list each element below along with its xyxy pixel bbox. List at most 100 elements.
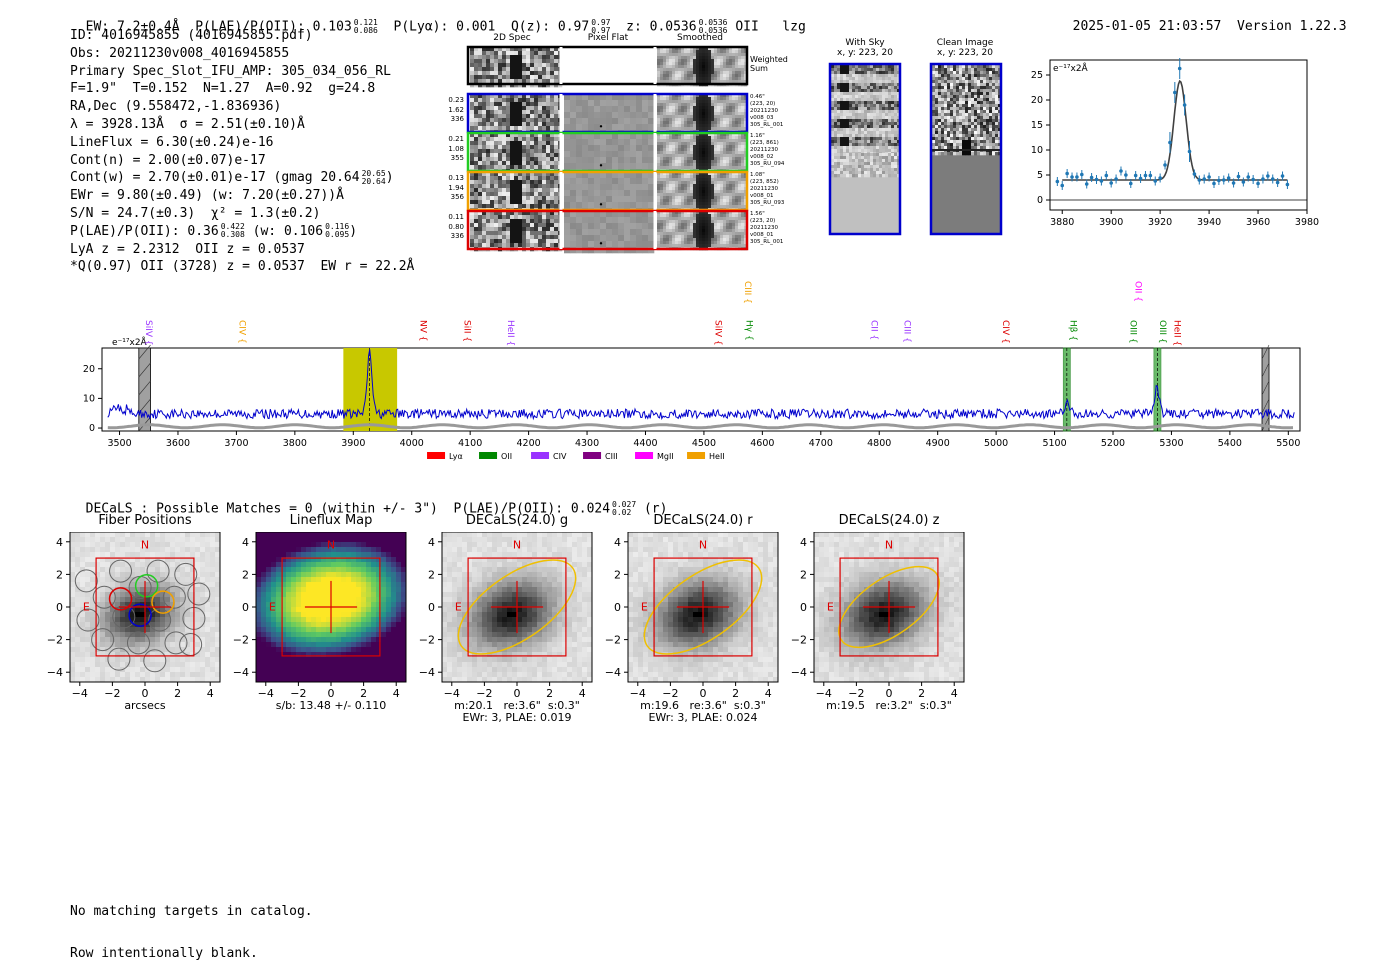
with-sky-noise [831,65,900,155]
info-radec: RA,Dec (9.558472,-1.836936) [70,98,414,116]
spectrum-xtick-label: 4900 [926,438,950,449]
contw-post: ) [386,170,394,185]
zoom-data-point [1188,150,1192,154]
spectrum-xtick-label: 5100 [1042,438,1066,449]
north-label: N [327,538,335,551]
zoom-data-point [1246,175,1250,179]
zoom-data-point [1232,181,1236,185]
image-panel-caption-2: EWr: 3, PLAE: 0.024 [608,712,798,724]
version: Version 1.22.3 [1237,19,1347,34]
sky-images [828,62,1008,238]
plae-w-lo: 0.095 [325,231,349,239]
cutout-row-1 [468,94,747,136]
footer-line2: Row intentionally blank. [70,947,313,961]
zoom-data-point [1139,177,1143,181]
zoom-xtick-label: 3980 [1295,217,1319,228]
zoom-data-point [1124,173,1128,177]
east-label: E [269,600,276,613]
spec2d-image-0 [470,47,562,87]
timestamp-version: 2025-01-05 21:03:57 Version 1.22.3 [1057,4,1347,34]
zoom-data-point [1281,174,1285,178]
spectrum-xtick-label: 4100 [458,438,482,449]
info-lambda: λ = 3928.13Å σ = 2.51(±0.10)Å [70,116,414,134]
zoom-data-point [1202,177,1206,181]
zoom-data-point [1090,176,1094,180]
img-ytick-label: −2 [233,634,249,647]
cutout-images [440,33,800,258]
plae-lo: 0.308 [221,231,245,239]
zoom-xtick-label: 3880 [1050,217,1074,228]
plae-post: ) [349,224,357,239]
spectrum-xtick-label: 5000 [984,438,1008,449]
cutout-row-stats-2: 0.13 1.94 356 [440,174,464,203]
zoom-data-point [1085,182,1089,186]
spectrum-xtick-label: 4300 [575,438,599,449]
legend-swatch [635,452,653,459]
pixel-flat-image-1 [564,94,654,136]
info-params: F=1.9" T=0.152 N=1.27 A=0.92 g=24.8 [70,80,414,98]
zoom-data-point [1104,174,1108,178]
legend-label: OII [501,452,512,461]
legend-label: HeII [709,452,725,461]
spectral-line-label: CIV { [1000,320,1010,344]
zoom-data-point [1222,178,1226,182]
zoom-data-point [1173,91,1177,95]
spec2d-image-2 [470,133,562,173]
cutout-row-4 [468,211,747,253]
plae-mid: (w: 0.106 [253,224,323,239]
catalog-footer: No matching targets in catalog. Row inte… [70,877,313,975]
contw-text: Cont(w) = 2.70(±0.01)e-17 (gmag 20.64 [70,170,360,185]
legend-swatch [687,452,705,459]
info-contn: Cont(n) = 2.00(±0.07)e-17 [70,152,414,170]
img-ytick-label: 4 [242,536,249,549]
spectral-line-label: Hβ { [1067,320,1077,341]
cutout-row-0 [468,47,747,87]
zoom-data-point [1119,169,1123,173]
img-xtick-label: 2 [174,687,181,700]
zoom-data-point [1080,173,1084,177]
legend-label: MgII [657,452,674,461]
zoom-data-point [1183,103,1187,107]
spectrum-xtick-label: 4500 [692,438,716,449]
image-panel-caption: arcsecs [50,700,240,712]
zoom-data-point [1153,179,1157,183]
spectrum-xtick-label: 3600 [166,438,190,449]
zoom-ytick-label: 5 [1037,170,1043,181]
spectrum-ytick-label: 20 [83,364,95,375]
cutout-row-stats-1: 0.21 1.08 355 [440,135,464,164]
spectral-line-label: CII { [869,320,879,340]
img-ytick-label: −4 [791,666,807,679]
info-obs: Obs: 20211230v008_4016945855 [70,45,414,63]
masked-region [139,348,151,431]
spectrum-xtick-label: 4200 [517,438,541,449]
zoom-data-point [1256,182,1260,186]
spectrum-xtick-label: 5500 [1276,438,1300,449]
img-xtick-label: 4 [207,687,214,700]
spectrum-xtick-label: 3500 [107,438,131,449]
detection-info: ID: 4016945855 (4016945855.pdf) Obs: 202… [70,27,414,276]
spectral-line-label: OII { [1132,281,1142,302]
info-id: ID: 4016945855 (4016945855.pdf) [70,27,414,45]
info-sn: S/N = 24.7(±0.3) χ² = 1.3(±0.2) [70,205,414,223]
pixel-flat-image-3 [564,172,654,214]
north-label: N [513,538,521,551]
spectrum-xtick-label: 3900 [341,438,365,449]
info-lya: LyA z = 2.2312 OII z = 0.0537 [70,241,414,259]
legend-label: CIII [605,452,618,461]
spectrum-ytick-label: 0 [89,423,95,434]
spectral-line-label: SiII { [461,320,471,342]
legend-label: CIV [553,452,567,461]
spectrum-xtick-label: 4000 [400,438,424,449]
spectrum-xtick-label: 4700 [809,438,833,449]
img-ytick-label: 0 [800,601,807,614]
cutout-row-stats-3: 0.11 0.80 336 [440,213,464,242]
with-sky-label: With Sky [845,38,884,48]
zoom-ytick-label: 25 [1031,70,1043,81]
img-xtick-label: −4 [258,687,274,700]
spectrum-xtick-label: 3700 [224,438,248,449]
